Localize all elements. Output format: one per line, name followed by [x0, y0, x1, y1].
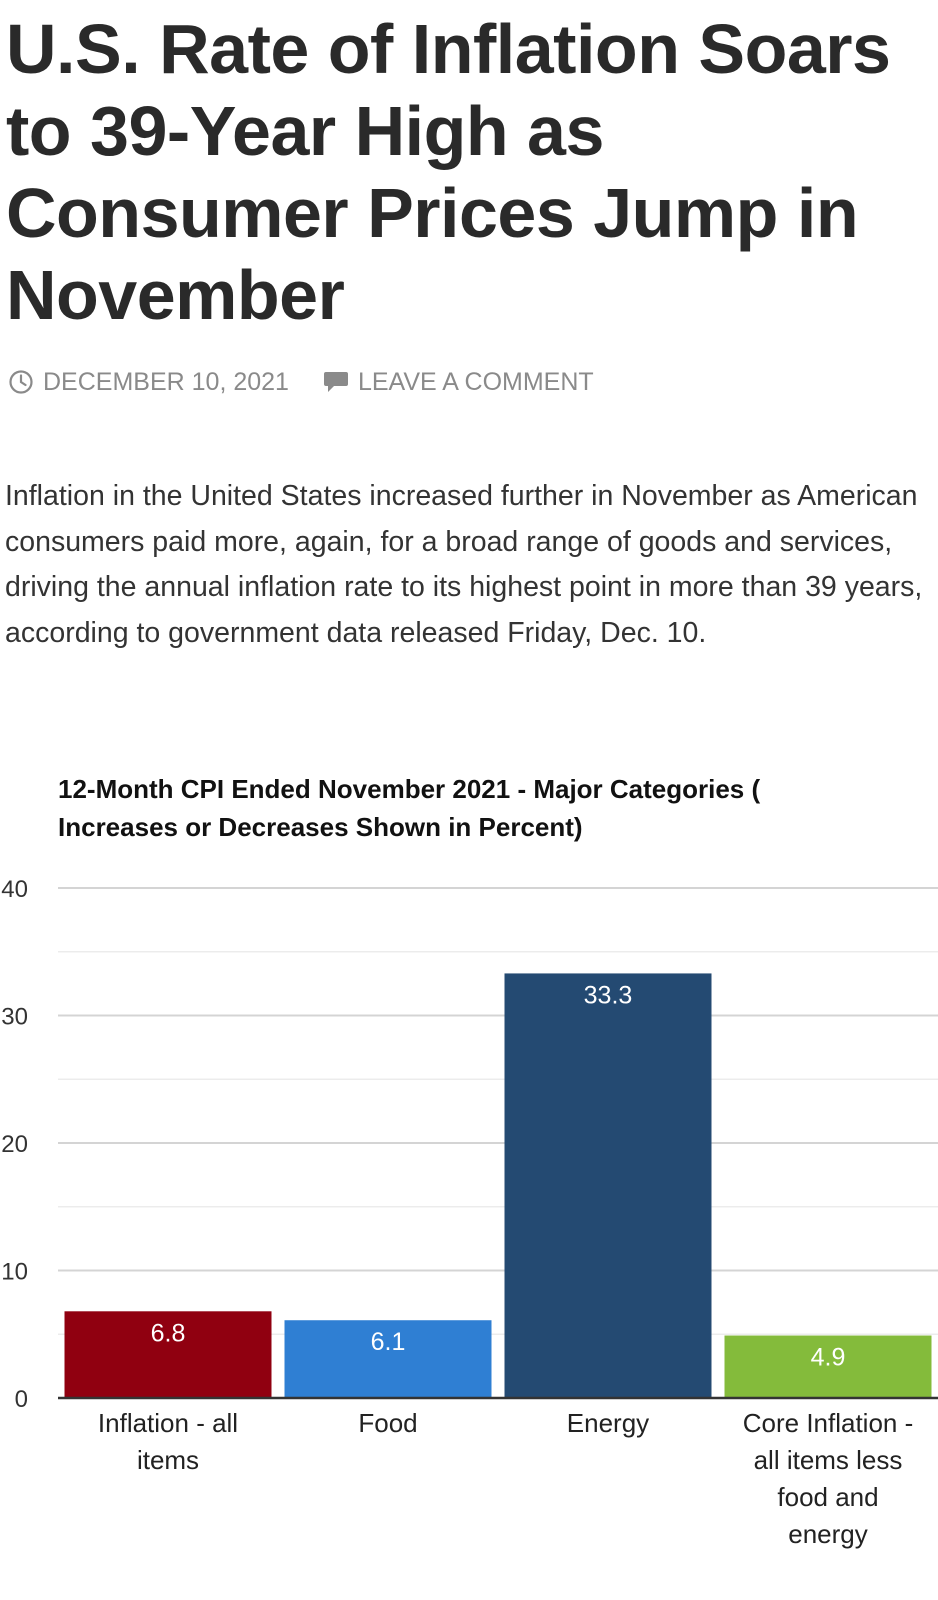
- category-label: Food: [358, 1408, 417, 1438]
- bar-data-label: 33.3: [584, 981, 633, 1009]
- category-label-line: Energy: [567, 1408, 649, 1438]
- y-tick-label: 20: [1, 1131, 28, 1158]
- category-label: Core Inflation - all items less food and en…: [743, 1408, 914, 1549]
- post-date: DECEMBER 10, 2021: [8, 368, 289, 397]
- bar: [504, 973, 712, 1398]
- bar-data-label: 4.9: [811, 1344, 846, 1372]
- category-label-line: items: [137, 1445, 199, 1475]
- bar-data-label: 6.1: [371, 1328, 406, 1356]
- bar: [724, 1335, 932, 1398]
- category-label-line: Inflation - all: [98, 1408, 238, 1438]
- bar: [64, 1311, 272, 1398]
- article-intro: Inflation in the United States increased…: [5, 480, 923, 649]
- post-date-text: DECEMBER 10, 2021: [43, 367, 289, 396]
- bar-data-label: 6.8: [151, 1319, 186, 1347]
- category-label-line: all items less: [754, 1445, 903, 1475]
- leave-comment[interactable]: LEAVE A COMMENT: [323, 368, 594, 397]
- y-tick-label: 10: [1, 1259, 28, 1286]
- y-tick-label: 30: [1, 1004, 28, 1031]
- category-label-line: food and: [777, 1482, 878, 1512]
- article-meta: DECEMBER 10, 2021 LEAVE A COMMENT: [8, 362, 594, 402]
- speech-bubble-icon: [323, 369, 349, 395]
- category-label-line: energy: [788, 1519, 868, 1549]
- article-title: U.S. Rate of Inflation Soars to 39-Year …: [6, 10, 891, 334]
- category-label-line: Food: [358, 1408, 417, 1438]
- category-label: Energy: [567, 1408, 649, 1438]
- cpi-chart: 12-Month CPI Ended November 2021 - Major…: [0, 760, 938, 1600]
- bar: [284, 1320, 492, 1398]
- chart-plot: 0 10 20 30 40 6.8 Inflation - all items 6.1 Food 3…: [1, 876, 938, 1549]
- clock-icon: [8, 369, 34, 395]
- category-label-line: Core Inflation -: [743, 1408, 914, 1438]
- chart-title: 12-Month CPI Ended November 2021 - Major…: [58, 774, 761, 842]
- leave-comment-link[interactable]: LEAVE A COMMENT: [357, 367, 594, 396]
- category-label: Inflation - all items: [98, 1408, 238, 1475]
- y-tick-label: 0: [15, 1386, 28, 1413]
- y-tick-label: 40: [1, 876, 28, 903]
